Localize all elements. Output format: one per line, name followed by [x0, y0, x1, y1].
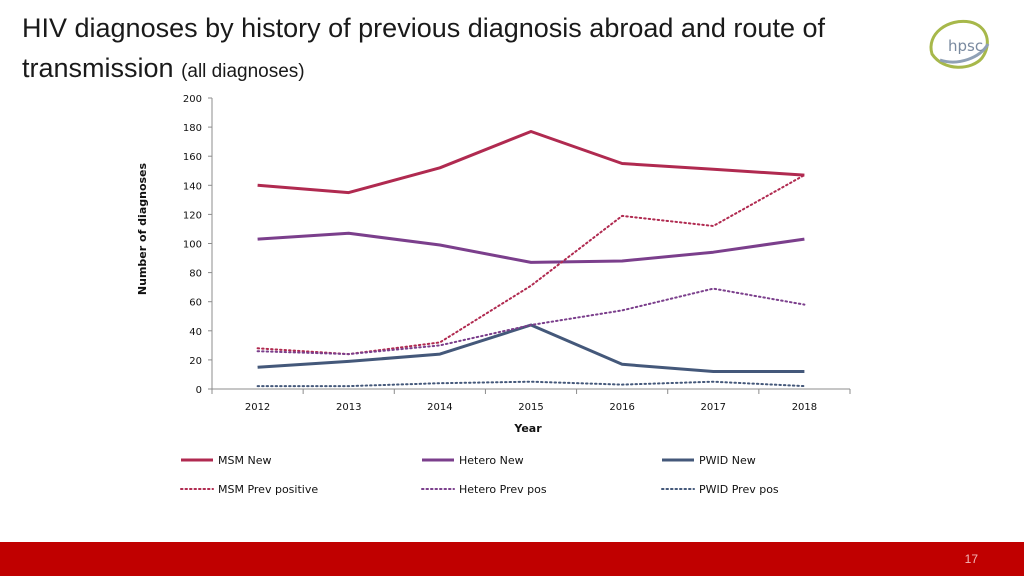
x-tick-label: 2017: [701, 402, 726, 413]
y-tick-label: 0: [196, 385, 202, 396]
y-axis-label: Number of diagnoses: [136, 162, 149, 295]
series-line-hetero-new: [257, 231, 805, 264]
legend-label-pwid-new: PWID New: [699, 454, 756, 467]
series-lines: [256, 130, 806, 388]
legend-label-msm-prev-positive: MSM Prev positive: [218, 483, 318, 496]
y-tick-label: 100: [183, 240, 202, 251]
legend-label-msm-new: MSM New: [218, 454, 271, 467]
series-line-msm-prev-positive: [256, 174, 806, 356]
legend-label-pwid-prev-pos: PWID Prev pos: [699, 483, 779, 496]
y-tick-label: 120: [183, 210, 202, 221]
x-axis: 2012 2013 2014 2015 2016 2017 2018: [211, 388, 851, 413]
footer-bar: 17: [0, 542, 1024, 576]
y-tick-label: 60: [189, 298, 202, 309]
y-tick-label: 80: [189, 269, 202, 280]
series-line-msm-new: [257, 130, 805, 195]
legend-label-hetero-prev-pos: Hetero Prev pos: [459, 483, 547, 496]
series-line-hetero-prev-pos: [256, 287, 806, 356]
slide-title: HIV diagnoses by history of previous dia…: [22, 8, 882, 92]
y-tick-label: 140: [183, 181, 202, 192]
legend: MSM New Hetero New PWID New MSM Prev positi…: [180, 454, 779, 496]
x-tick-label: 2015: [518, 402, 543, 413]
page-number: 17: [964, 552, 978, 566]
title-subtitle: (all diagnoses): [181, 61, 305, 82]
logo-text: hpsc: [948, 37, 983, 55]
x-tick-label: 2018: [792, 402, 817, 413]
y-tick-label: 160: [183, 152, 202, 163]
y-axis: 0 20 40 60 80 100 120 140 160 180 200: [183, 94, 213, 396]
x-tick-label: 2016: [609, 402, 634, 413]
x-axis-label: Year: [513, 422, 542, 435]
title-main: HIV diagnoses by history of previous dia…: [22, 13, 825, 83]
series-line-pwid-new: [257, 323, 805, 373]
y-tick-label: 200: [183, 94, 202, 105]
y-tick-label: 180: [183, 123, 202, 134]
x-tick-label: 2014: [427, 402, 452, 413]
hpsc-logo: hpsc: [929, 19, 990, 69]
legend-label-hetero-new: Hetero New: [459, 454, 524, 467]
y-tick-label: 40: [189, 327, 202, 338]
y-tick-label: 20: [189, 356, 202, 367]
series-line-pwid-prev-pos: [256, 380, 806, 388]
x-tick-label: 2012: [245, 402, 270, 413]
x-tick-label: 2013: [336, 402, 361, 413]
line-chart: 0 20 40 60 80 100 120 140 160 180 200 2012 2013 2014…: [136, 94, 851, 496]
